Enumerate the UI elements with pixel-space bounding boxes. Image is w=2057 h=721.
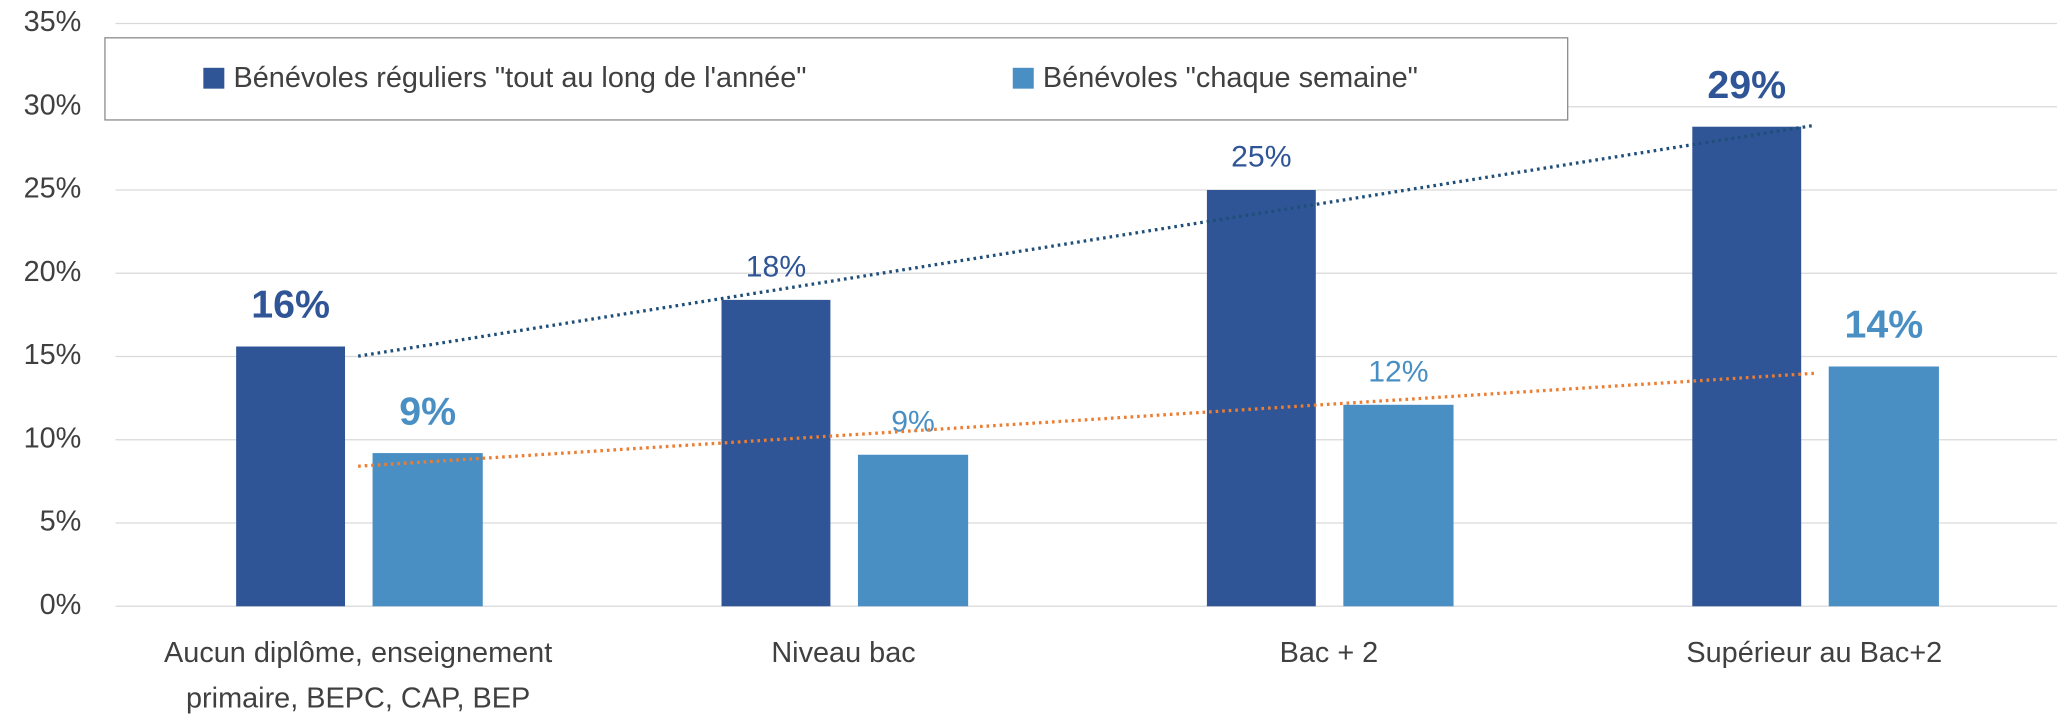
bar [721, 299, 831, 607]
data-label: 9% [891, 405, 935, 438]
y-tick-label: 10% [24, 422, 82, 454]
x-tick-label: Niveau bac [771, 637, 915, 669]
bar [1828, 366, 1939, 607]
y-tick-label: 30% [24, 89, 82, 121]
x-tick-label: Supérieur au Bac+2 [1686, 637, 1942, 669]
y-tick-label: 35% [24, 6, 82, 38]
legend-box [104, 37, 1569, 121]
data-label: 18% [746, 251, 806, 284]
data-label: 9% [399, 389, 456, 433]
legend-swatch [203, 67, 225, 89]
x-tick-label: Bac + 2 [1280, 637, 1379, 669]
legend-swatch [1012, 67, 1034, 89]
bar [1206, 189, 1316, 607]
bar [857, 454, 969, 607]
y-tick-label: 25% [24, 173, 82, 205]
y-tick-label: 5% [40, 506, 82, 538]
data-label: 12% [1368, 356, 1428, 389]
y-tick-label: 0% [40, 589, 82, 621]
data-label: 25% [1231, 141, 1291, 174]
y-tick-label: 20% [24, 256, 82, 288]
x-tick-label: Aucun diplôme, enseignement [164, 637, 552, 669]
trendline [358, 371, 1815, 468]
bar [372, 453, 483, 607]
data-label: 29% [1707, 63, 1786, 107]
y-tick-label: 15% [24, 339, 82, 371]
legend-label: Bénévoles réguliers "tout au long de l'a… [234, 62, 807, 94]
bar [1692, 126, 1802, 607]
data-label: 16% [251, 283, 330, 327]
x-tick-label: primaire, BEPC, CAP, BEP [186, 683, 530, 715]
data-label: 14% [1844, 303, 1923, 347]
bar [1343, 404, 1454, 607]
trendline [357, 123, 1815, 358]
legend-label: Bénévoles "chaque semaine" [1043, 62, 1418, 94]
bar [236, 346, 346, 607]
